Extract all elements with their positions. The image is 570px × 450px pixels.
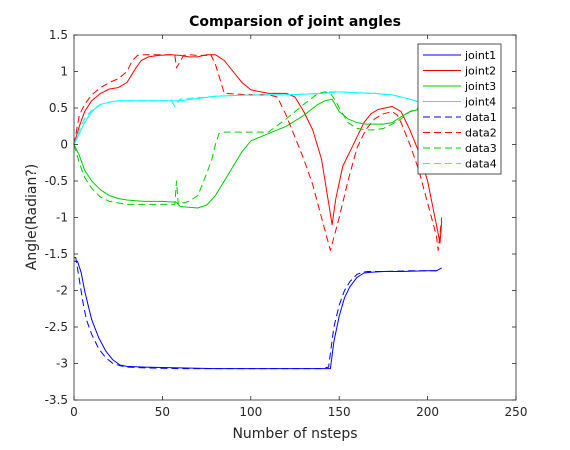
x-axis-label: Number of nsteps — [232, 426, 357, 442]
legend: joint1 joint2 joint3 joint4 data1 data2 data3 d… — [418, 44, 501, 174]
legend-label-joint1: joint1 — [464, 49, 496, 62]
y-tick-label: -2 — [56, 284, 68, 298]
y-tick-label: -2.5 — [45, 320, 68, 334]
x-tick-label: 150 — [328, 405, 351, 419]
legend-label-data1: data1 — [465, 111, 497, 124]
y-tick-label: -1.5 — [45, 247, 68, 261]
y-tick-label: 0 — [60, 138, 68, 152]
x-tick-label: 200 — [416, 405, 439, 419]
legend-label-data4: data4 — [465, 158, 497, 171]
y-tick-label: -1 — [56, 211, 68, 225]
y-tick-label: 1.5 — [49, 28, 68, 42]
chart-title: Comparsion of joint angles — [189, 14, 401, 30]
legend-label-joint3: joint3 — [464, 80, 496, 93]
y-tick-label: -0.5 — [45, 174, 68, 188]
y-tick-label: -3.5 — [45, 393, 68, 407]
legend-label-joint2: joint2 — [464, 65, 496, 78]
legend-label-data2: data2 — [465, 127, 497, 140]
x-tick-label: 0 — [70, 405, 78, 419]
y-tick-label: -3 — [56, 357, 68, 371]
y-tick-label: 1 — [60, 65, 68, 79]
legend-label-data3: data3 — [465, 142, 497, 155]
x-tick-label: 100 — [239, 405, 262, 419]
y-axis-label: Angle(Radian?) — [24, 164, 40, 270]
y-tick-label: 0.5 — [49, 101, 68, 115]
x-tick-label: 50 — [155, 405, 170, 419]
x-tick-label: 250 — [505, 405, 528, 419]
legend-label-joint4: joint4 — [464, 96, 496, 109]
